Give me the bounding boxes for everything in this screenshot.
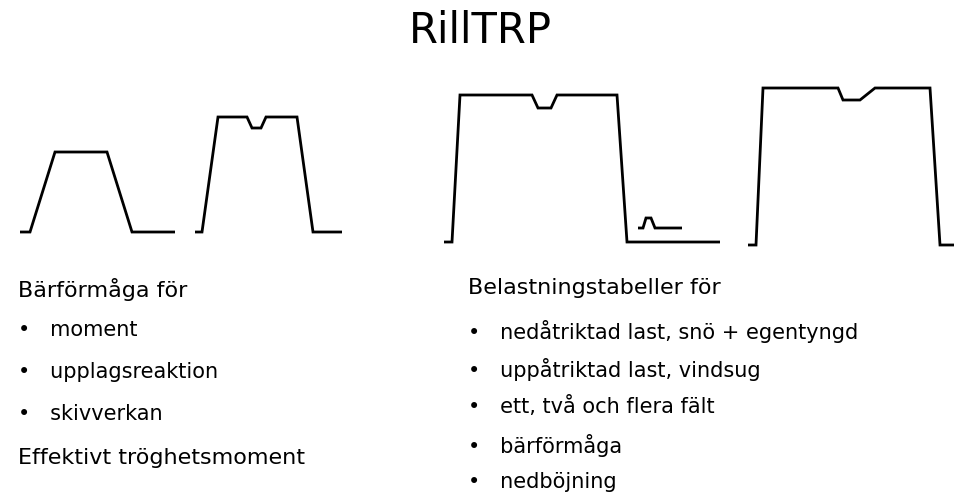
Text: Bärförmåga för: Bärförmåga för	[18, 278, 187, 301]
Text: Belastningstabeller för: Belastningstabeller för	[468, 278, 721, 298]
Text: Effektivt tröghetsmoment: Effektivt tröghetsmoment	[18, 448, 305, 468]
Text: •   upplagsreaktion: • upplagsreaktion	[18, 362, 218, 382]
Text: •   ett, två och flera fält: • ett, två och flera fält	[468, 396, 714, 417]
Text: •   bärförmåga: • bärförmåga	[468, 434, 622, 457]
Text: •   uppåtriktad last, vindsug: • uppåtriktad last, vindsug	[468, 358, 760, 381]
Text: •   nedåtriktad last, snö + egentyngd: • nedåtriktad last, snö + egentyngd	[468, 320, 858, 343]
Text: •   skivverkan: • skivverkan	[18, 404, 162, 424]
Text: RillTRP: RillTRP	[409, 10, 551, 52]
Text: •   nedböjning: • nedböjning	[468, 472, 616, 492]
Text: •   moment: • moment	[18, 320, 137, 340]
